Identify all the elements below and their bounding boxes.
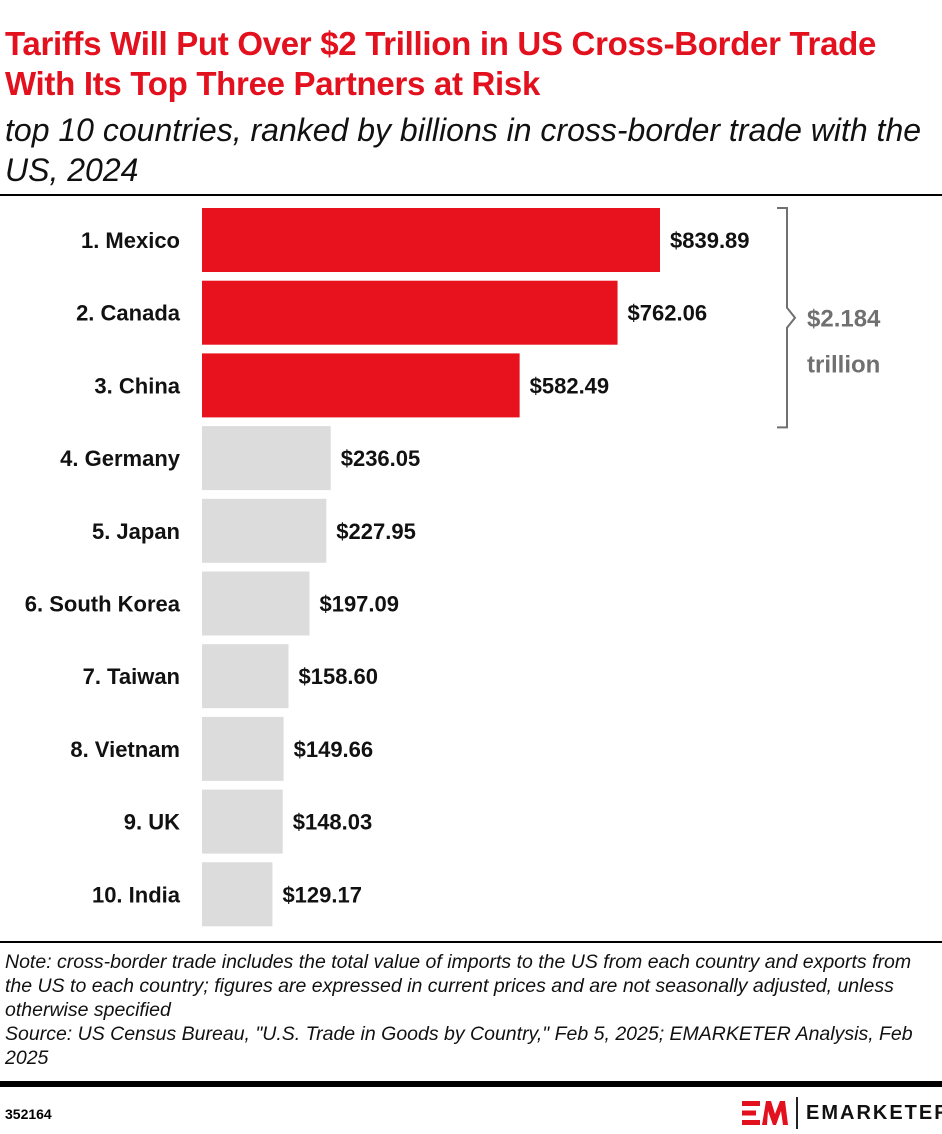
bar: [202, 353, 520, 418]
category-label: 2. Canada: [76, 301, 181, 326]
category-label: 9. UK: [124, 810, 180, 835]
chart-subtitle: top 10 countries, ranked by billions in …: [5, 112, 922, 188]
data-label: $236.05: [341, 446, 421, 471]
note-divider: [0, 941, 942, 943]
logo-separator: [796, 1097, 798, 1129]
note-text: Note: cross-border trade includes the to…: [5, 951, 912, 1021]
data-label: $762.06: [628, 301, 708, 326]
bar: [202, 716, 284, 781]
data-label: $149.66: [294, 737, 374, 762]
brand-name: EMARKETER: [806, 1101, 942, 1124]
data-label: $158.60: [298, 664, 378, 689]
source-text: Source: US Census Bureau, "U.S. Trade in…: [5, 1023, 913, 1069]
bar: [202, 789, 283, 854]
emarketer-logo: EMARKETER: [742, 1097, 942, 1129]
bar-chart: 1. Mexico $839.89 2. Canada $762.06 3. China…: [25, 207, 881, 927]
data-label: $197.09: [319, 592, 399, 617]
data-label: $582.49: [530, 373, 610, 398]
category-label: 10. India: [92, 882, 181, 907]
category-label: 7. Taiwan: [83, 664, 180, 689]
bar: [202, 644, 289, 709]
data-label: $227.95: [336, 519, 416, 544]
total-annotation-unit: trillion: [807, 352, 880, 379]
category-label: 3. China: [94, 373, 180, 398]
category-label: 8. Vietnam: [70, 737, 180, 762]
total-annotation: $2.184: [807, 306, 881, 333]
bottom-divider: [0, 1081, 942, 1087]
bar: [202, 498, 327, 563]
chart-title: Tariffs Will Put Over $2 Trillion in US …: [5, 25, 877, 102]
chart-id: 352164: [5, 1106, 52, 1122]
data-label: $839.89: [670, 228, 750, 253]
bar: [202, 280, 618, 345]
data-label: $129.17: [282, 882, 362, 907]
note-block: Note: cross-border trade includes the to…: [5, 950, 940, 1070]
category-label: 6. South Korea: [25, 592, 181, 617]
bar: [202, 571, 310, 636]
category-label: 5. Japan: [92, 519, 180, 544]
bar: [202, 426, 331, 491]
em-logo-icon: [742, 1101, 788, 1125]
data-label: $148.03: [293, 810, 373, 835]
bar: [202, 208, 660, 272]
category-label: 1. Mexico: [81, 228, 180, 253]
bar: [202, 862, 273, 927]
bracket: [777, 207, 797, 429]
category-label: 4. Germany: [60, 446, 181, 471]
top-divider: [0, 194, 942, 196]
